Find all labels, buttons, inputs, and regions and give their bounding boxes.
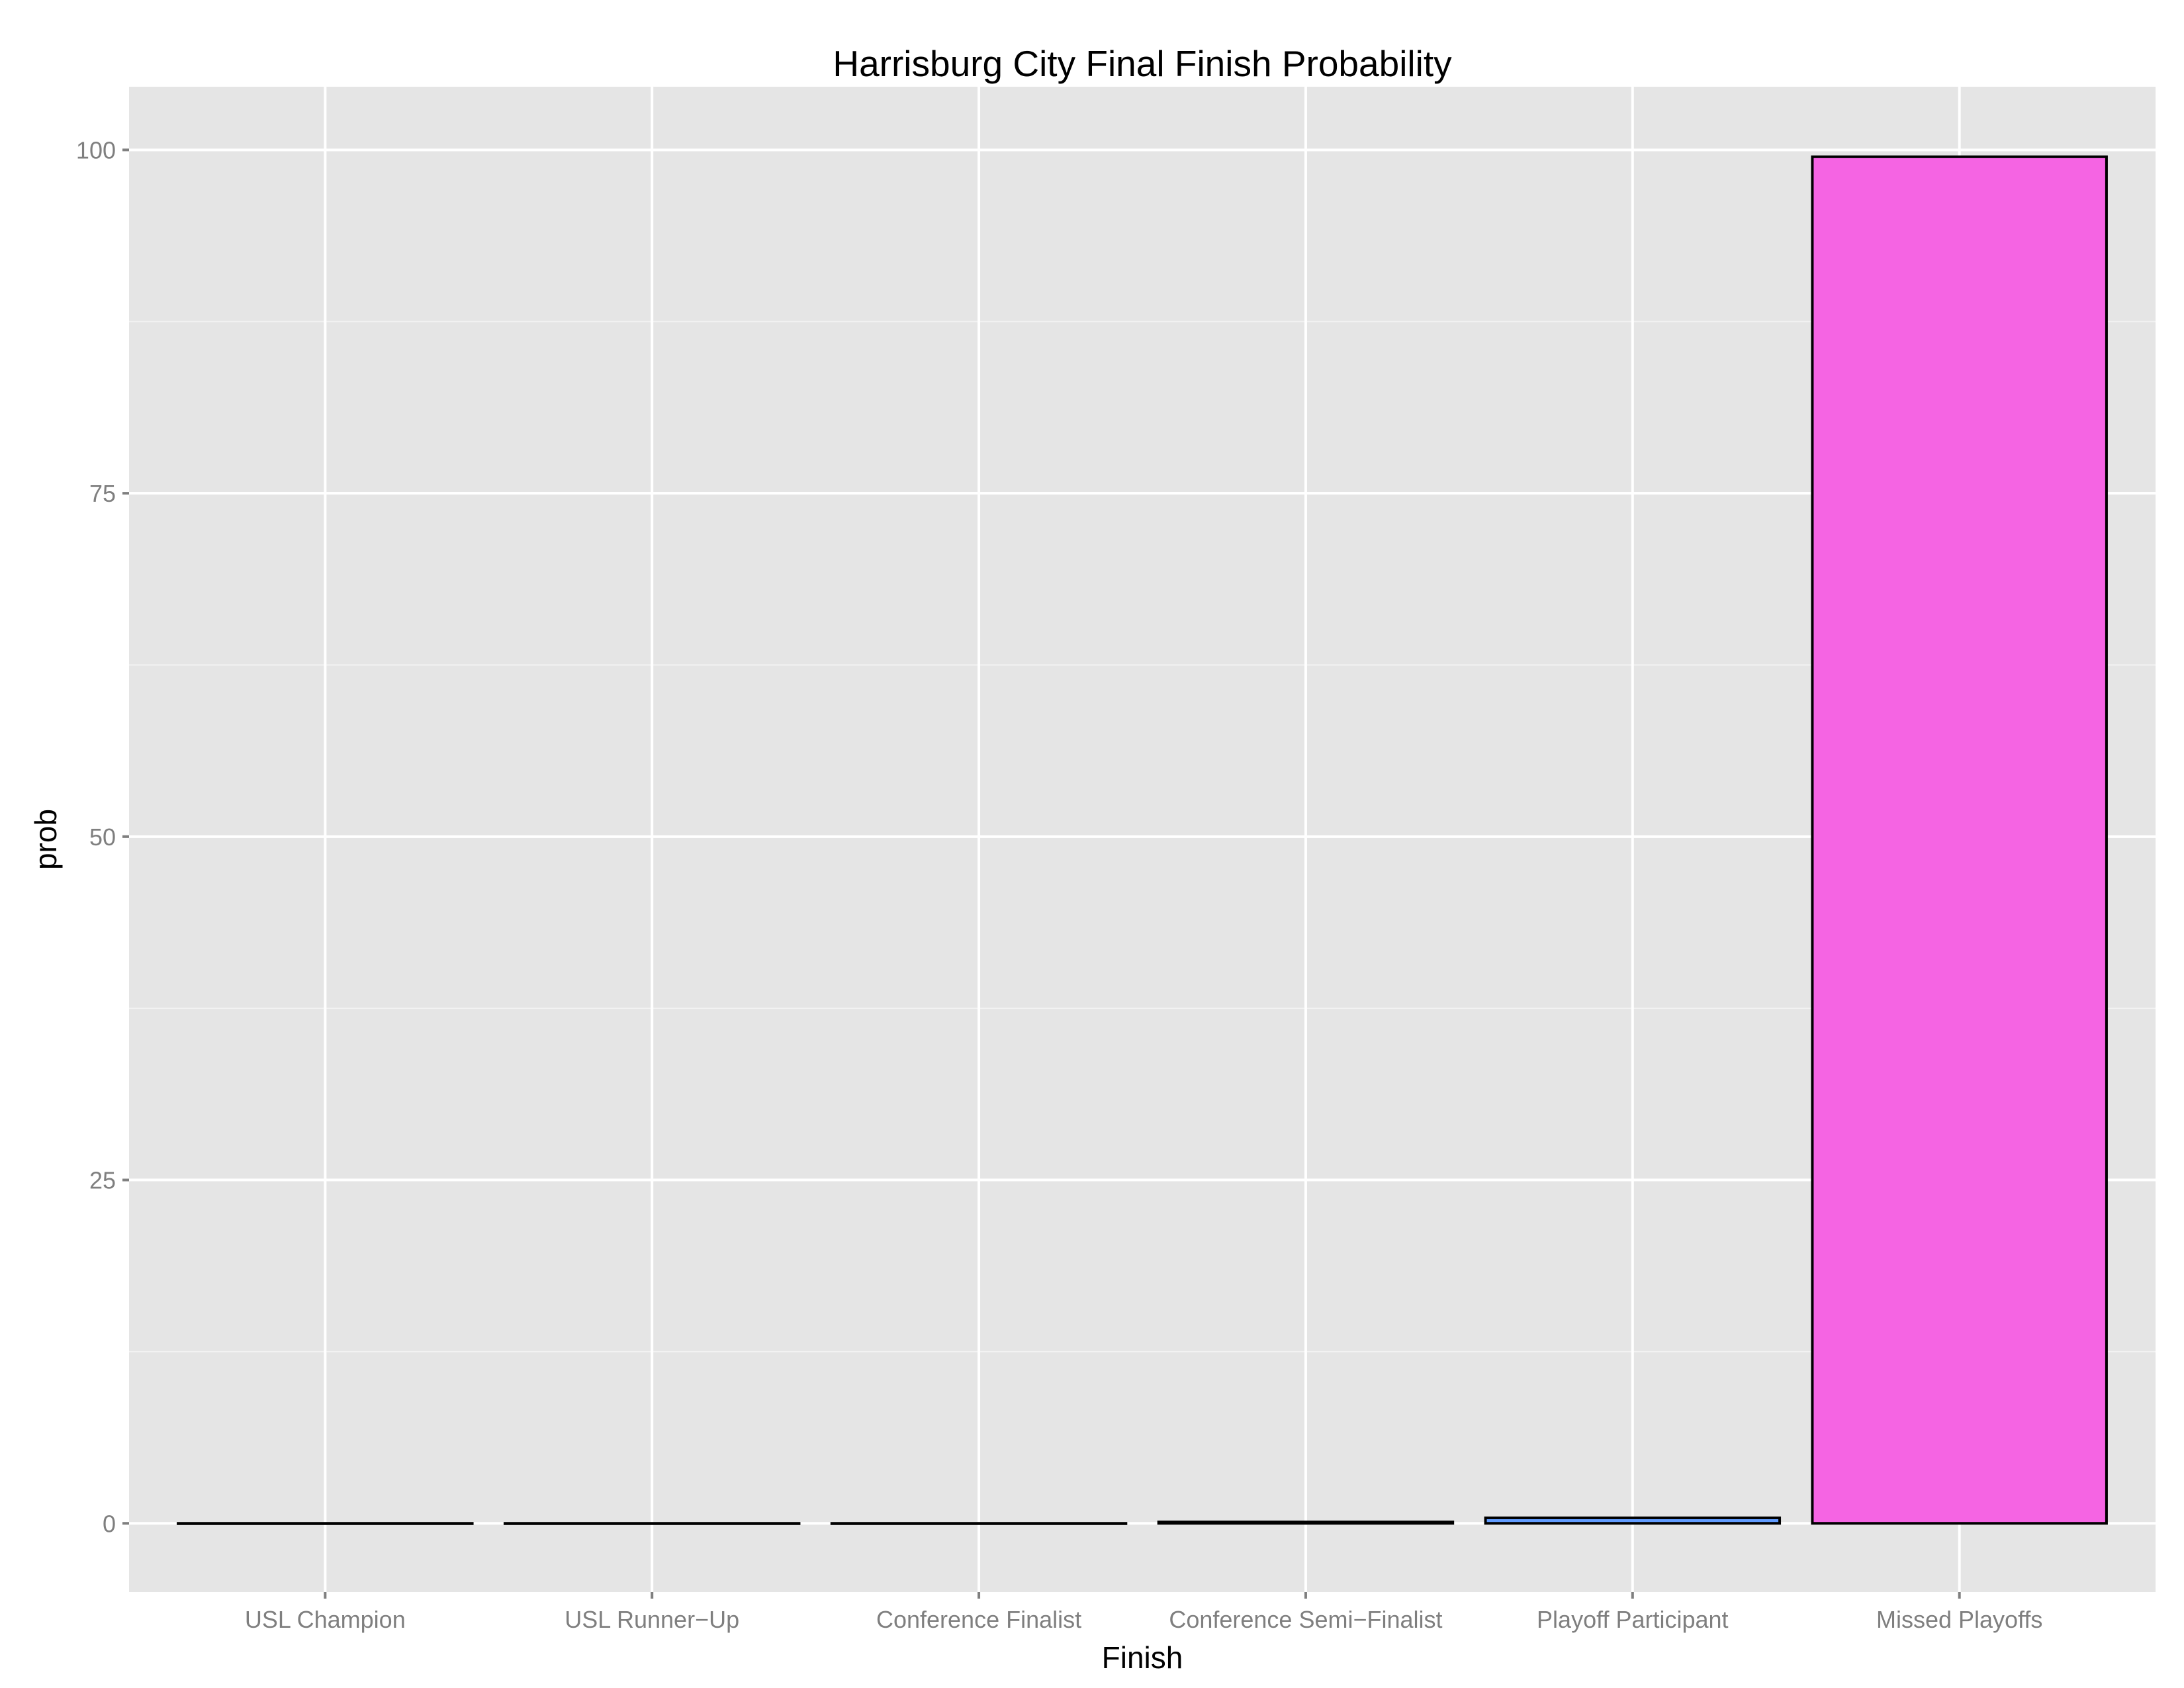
y-tick-label: 100 (76, 136, 116, 164)
x-tick-label: Conference Finalist (876, 1606, 1081, 1633)
bar-conference-semi-finalist (1157, 1521, 1455, 1525)
bar-usl-champion (177, 1522, 474, 1525)
bar-conference-finalist (830, 1522, 1128, 1525)
x-tick-label: Playoff Participant (1537, 1606, 1729, 1633)
bar-missed-playoffs (1811, 155, 2108, 1525)
y-tick-label: 75 (89, 480, 116, 507)
x-tick-label: Conference Semi−Finalist (1169, 1606, 1442, 1633)
x-tick-label: Missed Playoffs (1876, 1606, 2042, 1633)
y-tick-label: 25 (89, 1167, 116, 1194)
y-tick-label: 0 (103, 1510, 116, 1537)
y-axis-title: prob (28, 809, 63, 870)
x-axis-title: Finish (1102, 1640, 1183, 1675)
x-tick-label: USL Champion (245, 1606, 406, 1633)
chart-title: Harrisburg City Final Finish Probability (833, 43, 1452, 84)
x-tick-label: USL Runner−Up (565, 1606, 739, 1633)
y-tick-label: 50 (89, 823, 116, 851)
bar-usl-runner-up (503, 1522, 801, 1525)
bar-playoff-participant (1484, 1516, 1782, 1525)
